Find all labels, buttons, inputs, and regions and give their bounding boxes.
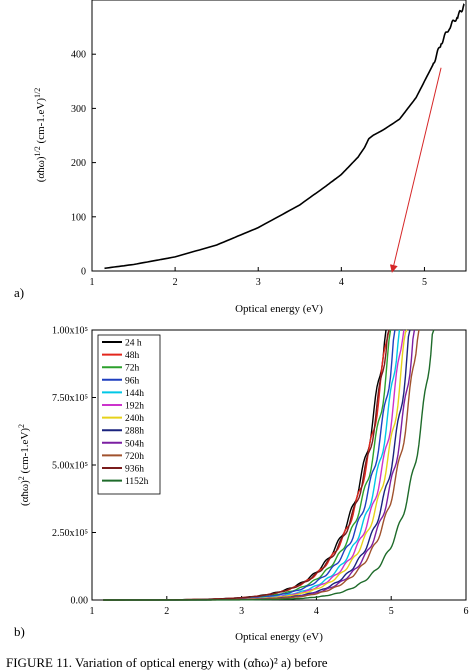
chart-a-frame bbox=[91, 0, 467, 272]
chart-b-x-tick-label: 4 bbox=[314, 606, 319, 617]
chart-b-x-tick-label: 6 bbox=[464, 606, 469, 617]
figure-caption: FIGURE 11. Variation of optical energy w… bbox=[6, 655, 328, 670]
chart-a-y-tick-label: 100 bbox=[71, 212, 86, 223]
chart-a-y-tick-label: 300 bbox=[71, 104, 86, 115]
chart-b-x-ticks: 1 2 3 4 5 6 bbox=[90, 596, 469, 617]
chart-a-y-tick-label: 0 bbox=[81, 267, 86, 278]
chart-b-ylabel: (αħω)2 (cm-1.eV)2 bbox=[17, 424, 31, 506]
chart-b-xlabel: Optical energy (eV) bbox=[235, 631, 323, 643]
chart-b-panel-label: b) bbox=[14, 624, 25, 639]
chart-b-legend-entry: 288h bbox=[125, 427, 144, 437]
chart-a-x-tick-label: 2 bbox=[173, 277, 178, 288]
chart-a-tangent-arrow bbox=[389, 67, 442, 273]
chart-a-series-line bbox=[104, 3, 465, 270]
chart-b-x-tick-label: 5 bbox=[389, 606, 394, 617]
chart-b-y-tick-label: 0.00 bbox=[71, 596, 89, 607]
chart-b-legend-entry: 1152h bbox=[125, 477, 149, 487]
chart-b-x-tick-label: 3 bbox=[239, 606, 244, 617]
chart-a-x-tick-label: 1 bbox=[90, 277, 95, 288]
chart-b-x-tick-label: 1 bbox=[90, 606, 95, 617]
chart-b-legend-entry: 936h bbox=[125, 465, 144, 475]
chart-a-x-ticks: 1 2 3 4 5 bbox=[90, 267, 427, 288]
chart-b-legend-entry: 240h bbox=[125, 414, 144, 424]
chart-a-panel-label: a) bbox=[14, 285, 24, 300]
chart-b-legend-entry: 720h bbox=[125, 452, 144, 462]
chart-a-annotation bbox=[389, 67, 442, 273]
chart-b-y-tick-label: 1.00x10⁵ bbox=[52, 326, 88, 337]
chart-b-y-ticks: 0.00 2.50x10⁵ 5.00x10⁵ 7.50x10⁵ 1.00x10⁵ bbox=[52, 326, 96, 607]
chart-b-x-tick-label: 2 bbox=[164, 606, 169, 617]
chart-b-legend-entry: 192h bbox=[125, 402, 144, 412]
chart-b-legend-entry: 24 h bbox=[125, 339, 142, 349]
chart-b-y-tick-label: 7.50x10⁵ bbox=[52, 393, 88, 404]
chart-a-ylabel: (αħω)1/2 (cm-1.eV)1/2 bbox=[33, 88, 47, 183]
chart-b-legend-entry: 96h bbox=[125, 376, 140, 386]
chart-b-y-tick-label: 5.00x10⁵ bbox=[52, 461, 88, 472]
chart-a-x-tick-label: 3 bbox=[256, 277, 261, 288]
chart-a-x-tick-label: 5 bbox=[422, 277, 427, 288]
chart-b-legend-entry: 504h bbox=[125, 439, 144, 449]
chart-b-series bbox=[103, 329, 435, 601]
chart-b-legend-entry: 144h bbox=[125, 389, 144, 399]
chart-a-y-tick-label: 200 bbox=[71, 158, 86, 169]
chart-a-y-ticks: 0 100 200 300 400 bbox=[71, 50, 96, 278]
chart-b-legend-entry: 48h bbox=[125, 351, 140, 361]
chart-b-legend: 24 h 48h 72h 96h 144h 192h 240h 288h 504h 720h 936… bbox=[97, 334, 161, 495]
chart-b: 1 2 3 4 5 6 0.00 2.50x10⁵ 5.00x10⁵ 7.50x10⁵ 1.00x… bbox=[14, 326, 469, 644]
chart-a-y-tick-label: 400 bbox=[71, 50, 86, 61]
chart-b-y-tick-label: 2.50x10⁵ bbox=[52, 528, 88, 539]
chart-b-legend-entry: 72h bbox=[125, 364, 140, 374]
chart-a-xlabel: Optical energy (eV) bbox=[235, 303, 323, 315]
chart-a-series bbox=[104, 3, 465, 270]
chart-a-x-tick-label: 4 bbox=[339, 277, 344, 288]
chart-b-series-line bbox=[103, 329, 435, 601]
